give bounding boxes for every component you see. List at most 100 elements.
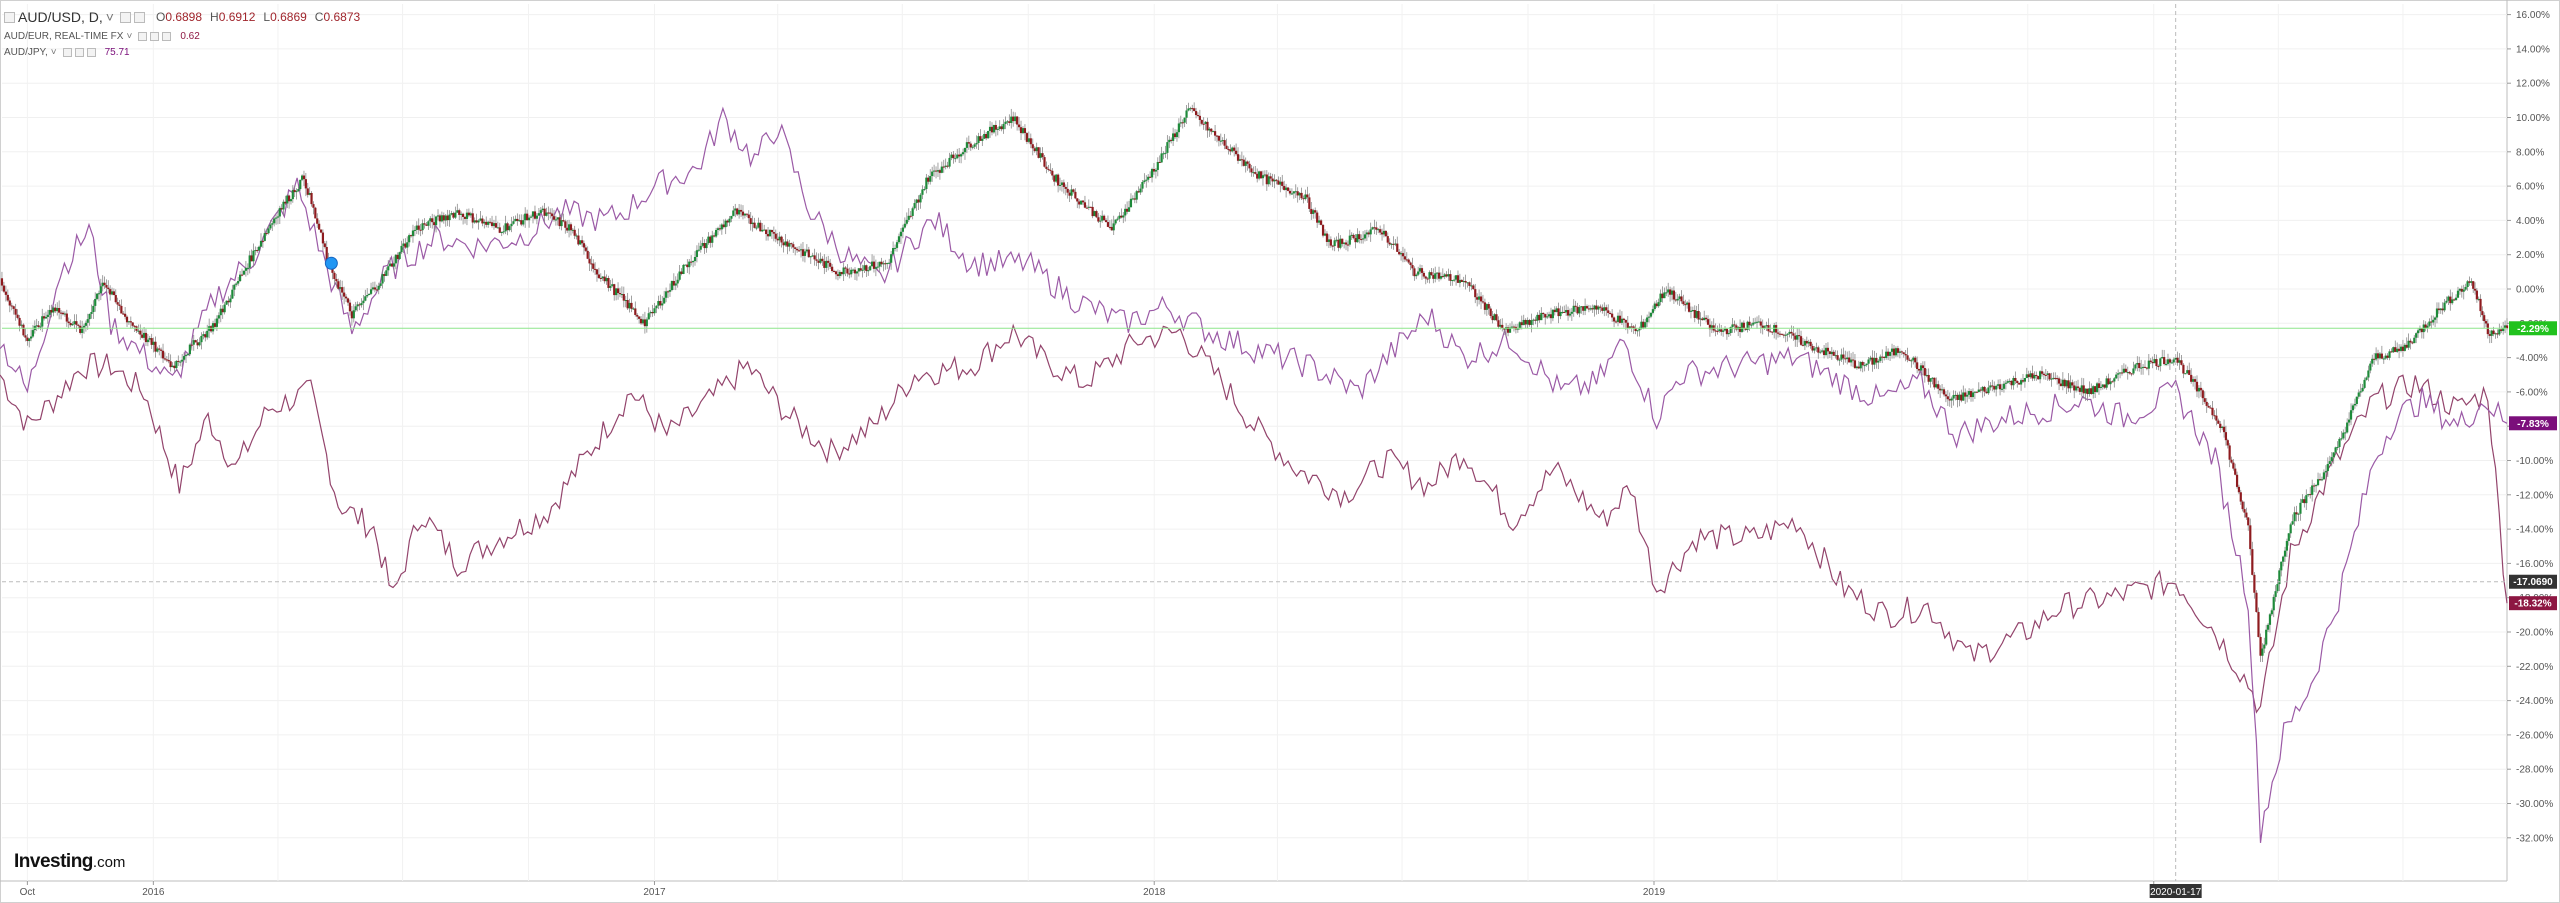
candle-body	[2184, 373, 2187, 375]
candle-body	[2095, 383, 2099, 393]
settings-icon[interactable]	[150, 31, 160, 41]
candle-body	[171, 365, 174, 368]
chevron-down-icon[interactable]: ˅	[50, 46, 57, 58]
candle-body	[22, 324, 25, 336]
candle-body	[1534, 319, 1537, 321]
candle-body	[59, 312, 63, 314]
candle-body	[518, 220, 521, 222]
candle-body	[293, 190, 296, 193]
candle-body	[508, 226, 511, 231]
candle-body	[223, 304, 226, 313]
candle-body	[1308, 197, 1311, 209]
audjpy-line[interactable]	[0, 106, 2508, 843]
candle-body	[933, 170, 936, 172]
candle-body	[1983, 386, 1986, 392]
candle-body	[1576, 306, 1579, 314]
candle-body	[1181, 122, 1184, 124]
candle-body	[16, 314, 19, 318]
candle-body	[838, 271, 841, 277]
candle-body	[1292, 191, 1295, 194]
candle-body	[562, 220, 565, 222]
candle-body	[297, 189, 300, 192]
candle-body	[194, 340, 197, 343]
close-icon[interactable]	[162, 31, 172, 41]
candle-body	[601, 276, 604, 279]
candle-body	[1002, 123, 1005, 130]
candle-body	[2283, 550, 2287, 557]
close-icon[interactable]	[133, 11, 145, 23]
candle-body	[215, 318, 218, 327]
candle-body	[1780, 333, 1783, 335]
candle-body	[154, 341, 157, 352]
candle-body	[479, 218, 482, 221]
close-icon[interactable]	[86, 47, 96, 57]
candle-body	[1377, 229, 1380, 231]
candle-body	[1462, 280, 1465, 283]
candle-body	[2050, 378, 2053, 380]
eye-icon[interactable]	[62, 47, 72, 57]
candle-body	[1080, 200, 1083, 205]
legend-compare1-row[interactable]: AUD/EUR, REAL-TIME FX ˅ 0.62	[4, 28, 360, 44]
settings-icon[interactable]	[74, 47, 84, 57]
candle-body	[2342, 432, 2345, 439]
chevron-down-icon[interactable]: ˅	[105, 9, 114, 25]
candle-body	[1727, 333, 1730, 335]
candle-body	[1574, 305, 1577, 307]
candle-body	[24, 335, 27, 338]
candle-body	[1323, 233, 1327, 236]
candle-body	[1265, 174, 1268, 185]
candle-body	[1701, 318, 1704, 321]
candle-body	[811, 255, 814, 257]
candle-body	[1055, 174, 1058, 182]
candle-body	[465, 212, 469, 219]
candle-body	[1339, 238, 1342, 248]
candle-body	[318, 223, 321, 230]
eye-icon[interactable]	[138, 31, 148, 41]
candle-body	[211, 323, 215, 332]
candle-body	[258, 246, 261, 251]
candle-body	[2019, 380, 2023, 385]
grid: 18.00%16.00%14.00%12.00%10.00%8.00%6.00%…	[2, 4, 2553, 881]
candle-body	[37, 325, 40, 328]
legend-collapse-icon[interactable]	[4, 11, 15, 23]
audeur-line[interactable]	[0, 323, 2508, 714]
candle-body	[1213, 131, 1217, 136]
candle-body	[346, 298, 350, 303]
candle-body	[1987, 387, 1990, 394]
audusd-candles[interactable]	[0, 102, 2509, 663]
candle-body	[1536, 314, 1539, 321]
candle-body	[1580, 306, 1583, 308]
candle-body	[1601, 307, 1604, 311]
legend-compare2-row[interactable]: AUD/JPY, ˅ 75.71	[4, 44, 360, 60]
candle-body	[2006, 381, 2009, 383]
chevron-down-icon[interactable]: ˅	[126, 30, 133, 42]
candle-body	[1809, 341, 1812, 346]
candle-body	[836, 274, 840, 277]
candle-body	[1021, 128, 1025, 134]
candle-body	[348, 302, 352, 312]
candle-body	[956, 154, 959, 159]
candle-body	[1744, 328, 1747, 330]
candle-body	[2245, 512, 2248, 518]
candle-body	[2305, 495, 2308, 504]
candle-body	[526, 213, 529, 221]
candle-body	[988, 126, 992, 131]
candle-body	[1451, 280, 1454, 282]
candle-body	[510, 223, 513, 227]
candle-body	[1593, 305, 1596, 310]
candle-body	[1761, 325, 1764, 329]
candle-body	[2120, 372, 2124, 374]
settings-icon[interactable]	[119, 11, 131, 23]
candle-body	[1208, 128, 1211, 131]
y-tick-label: -32.00%	[2516, 833, 2553, 844]
candle-body	[1786, 333, 1789, 335]
candle-body	[2311, 485, 2314, 495]
candle-body	[2143, 366, 2147, 368]
event-marker-icon[interactable]	[324, 256, 338, 270]
candle-body	[1097, 217, 1100, 222]
candle-body	[1495, 314, 1498, 321]
candle-body	[1476, 297, 1479, 300]
candle-body	[295, 191, 298, 193]
